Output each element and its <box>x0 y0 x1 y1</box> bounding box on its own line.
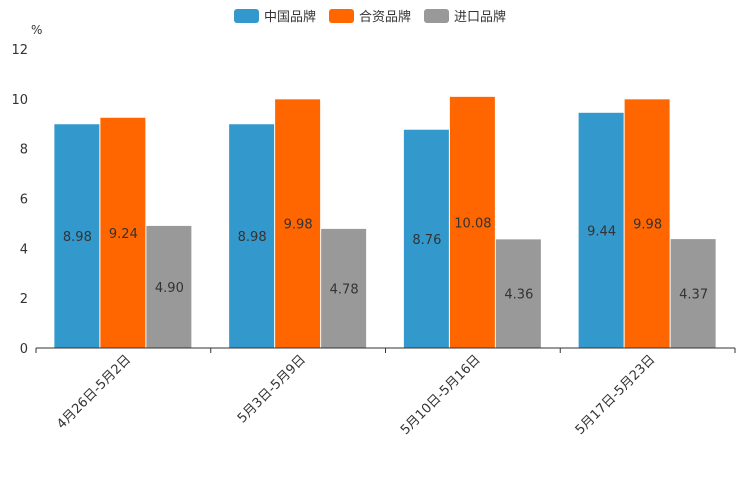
legend-label: 中国品牌 <box>264 9 316 25</box>
y-tick-label: 12 <box>11 43 28 58</box>
bar <box>624 99 670 348</box>
data-labels: 8.98 9.24 4.90 8.98 9.98 4.78 8.76 10.08 4.36 9.4… <box>63 216 708 302</box>
y-tick-label: 4 <box>20 242 28 257</box>
y-tick-label: 6 <box>20 193 28 208</box>
bar <box>275 99 321 348</box>
bar <box>449 96 495 348</box>
x-tick-label: 5月10日-5月16日 <box>398 352 484 438</box>
legend-swatch <box>424 9 449 23</box>
data-label: 9.24 <box>109 227 138 242</box>
legend: 中国品牌 合资品牌 进口品牌 <box>234 9 506 25</box>
bar <box>495 239 541 348</box>
bar <box>403 129 449 348</box>
legend-swatch <box>234 9 259 23</box>
bars <box>54 96 716 349</box>
data-label: 9.44 <box>587 224 616 239</box>
legend-item[interactable]: 合资品牌 <box>329 9 411 25</box>
y-tick-label: 10 <box>11 93 28 108</box>
data-label: 9.98 <box>633 218 662 233</box>
data-label: 9.98 <box>284 218 313 233</box>
data-label: 8.98 <box>238 230 267 245</box>
data-label: 8.76 <box>412 233 441 248</box>
y-tick-label: 2 <box>20 292 28 307</box>
y-tick-label: 0 <box>20 342 28 357</box>
x-tick-label: 5月17日-5月23日 <box>573 352 659 438</box>
data-label: 4.37 <box>679 288 708 303</box>
data-label: 4.36 <box>504 288 533 303</box>
legend-label: 合资品牌 <box>359 9 411 25</box>
legend-item[interactable]: 进口品牌 <box>424 9 506 25</box>
data-label: 4.90 <box>155 281 184 296</box>
y-tick-label: 8 <box>20 143 28 158</box>
data-label: 8.98 <box>63 230 92 245</box>
bar <box>229 124 275 348</box>
x-tick-label: 4月26日-5月2日 <box>54 352 134 432</box>
y-axis-unit-label: % <box>31 23 42 37</box>
bar <box>146 225 192 348</box>
bar <box>54 124 100 348</box>
x-axis: 4月26日-5月2日 5月3日-5月9日 5月10日-5月16日 5月17日-5月23… <box>35 347 736 438</box>
bar <box>578 112 624 348</box>
legend-item[interactable]: 中国品牌 <box>234 9 316 25</box>
legend-label: 进口品牌 <box>454 9 506 25</box>
bar <box>321 228 367 348</box>
data-label: 4.78 <box>330 282 359 297</box>
y-axis: 0 2 4 6 8 10 12 <box>11 43 28 357</box>
bar <box>670 239 716 348</box>
legend-swatch <box>329 9 354 23</box>
data-label: 10.08 <box>454 216 491 231</box>
bar <box>100 117 146 349</box>
x-tick-label: 5月3日-5月9日 <box>235 352 309 426</box>
